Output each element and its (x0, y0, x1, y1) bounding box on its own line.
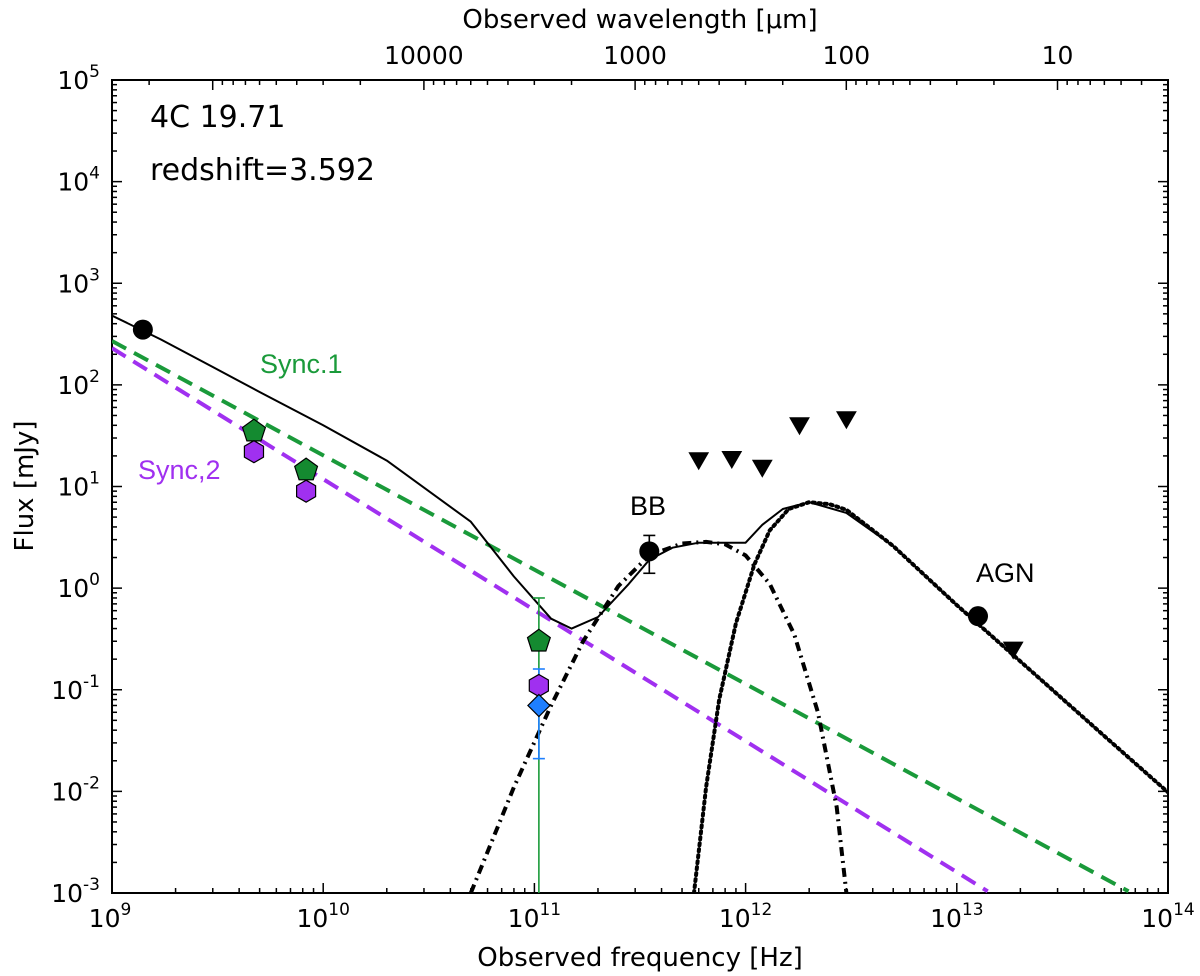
agn-label: AGN (976, 558, 1035, 588)
y-tick-label-exp: 5 (89, 62, 100, 82)
axes: 109 1010 1011 1012 1013 101410-310-210-110010… (51, 41, 1194, 933)
detections-point (132, 319, 153, 340)
x-tick-label-base: 10 (508, 904, 540, 933)
sync-1-data-point (293, 457, 319, 481)
blue-point-point (527, 693, 551, 718)
y-tick-label-base: 10 (51, 879, 83, 908)
x-tick-label-exp: 13 (962, 900, 984, 920)
bb-label: BB (630, 491, 666, 521)
x-tick-label: 1011 (508, 900, 561, 933)
x-tick-label: 1013 (930, 900, 983, 933)
y-tick-label-base: 10 (57, 574, 89, 603)
y-tick-label: 10-3 (51, 875, 100, 908)
y-tick-label: 10-1 (51, 672, 100, 705)
x-tick-label-exp: 10 (328, 900, 350, 920)
y-axis-label: Flux [mJy] (10, 421, 40, 552)
top-tick-label: 1000 (603, 41, 667, 70)
sync-2-data-point (528, 673, 550, 698)
sync-1-model-line (112, 339, 1130, 893)
bb-model-line (468, 539, 849, 893)
data-marks (112, 314, 1168, 893)
x-tick-label-exp: 9 (120, 900, 131, 920)
y-tick-label-exp: -1 (83, 672, 100, 692)
top-tick-label: 100 (822, 41, 870, 70)
model-lines (112, 314, 1168, 893)
plot-frame (111, 79, 1169, 894)
y-tick-label: 10-2 (51, 773, 100, 806)
x-tick-label-exp: 12 (751, 900, 773, 920)
sync1-label: Sync.1 (260, 349, 343, 379)
tick-labels: 109 1010 1011 1012 1013 101410-310-210-110010… (51, 41, 1194, 933)
x-tick-label-base: 10 (1141, 904, 1173, 933)
x-tick-label: 1012 (719, 900, 772, 933)
y-tick-label-base: 10 (57, 473, 89, 502)
upper-limits-point (789, 417, 810, 436)
data-points (132, 319, 1024, 718)
upper-limits-point (688, 452, 710, 471)
y-tick-label-exp: 2 (89, 367, 100, 387)
sync2-label: Sync,2 (138, 455, 221, 485)
source-name-annotation: 4C 19.71 (150, 100, 285, 135)
x-tick-label: 1010 (296, 900, 349, 933)
y-tick-label-base: 10 (51, 676, 83, 705)
upper-limits-point (836, 411, 857, 430)
top-axis-label: Observed wavelength [μm] (462, 5, 817, 35)
top-tick-label: 10000 (384, 41, 464, 70)
x-tick-label-base: 10 (719, 904, 751, 933)
y-tick-label: 103 (57, 265, 100, 298)
x-tick-label-exp: 11 (539, 900, 561, 920)
sync-2-data-point (296, 479, 317, 503)
ticks (111, 80, 1169, 894)
y-tick-label: 104 (57, 164, 100, 197)
redshift-annotation: redshift=3.592 (150, 153, 375, 188)
x-tick-label-base: 10 (89, 904, 121, 933)
x-tick-label-exp: 14 (1173, 900, 1195, 920)
y-tick-label-exp: -3 (83, 875, 100, 895)
agn-model-line (692, 500, 1168, 893)
sync-1-data-point (241, 418, 267, 442)
y-tick-label-base: 10 (57, 66, 89, 95)
upper-limits-point (1002, 641, 1024, 660)
y-tick-label-base: 10 (51, 777, 83, 806)
y-tick-label: 102 (57, 367, 100, 400)
y-tick-label-base: 10 (57, 269, 89, 298)
y-tick-label-base: 10 (57, 371, 89, 400)
x-axis-label: Observed frequency [Hz] (477, 943, 803, 973)
sync-1-data-point (526, 628, 552, 652)
error-bars (532, 534, 656, 893)
y-tick-label-exp: 0 (89, 570, 100, 590)
y-tick-label-exp: -2 (83, 773, 100, 793)
x-tick-label-base: 10 (296, 904, 328, 933)
top-tick-label: 10 (1042, 41, 1074, 70)
x-tick-label: 1014 (1141, 900, 1194, 933)
y-tick-label-exp: 3 (89, 265, 100, 285)
detections-point (967, 606, 988, 627)
y-tick-label-exp: 4 (89, 164, 100, 184)
upper-limits-point (721, 451, 743, 469)
y-tick-label-base: 10 (57, 168, 89, 197)
y-tick-label: 100 (57, 570, 100, 603)
upper-limits-point (751, 459, 773, 478)
x-tick-label-base: 10 (930, 904, 962, 933)
y-tick-label-exp: 1 (89, 469, 100, 489)
x-tick-label: 109 (89, 900, 132, 933)
detections-point (639, 541, 660, 562)
sync-2-model-line (112, 346, 989, 893)
y-tick-label: 101 (57, 469, 100, 502)
sync-2-data-point (243, 440, 265, 464)
y-tick-label: 105 (57, 62, 100, 95)
